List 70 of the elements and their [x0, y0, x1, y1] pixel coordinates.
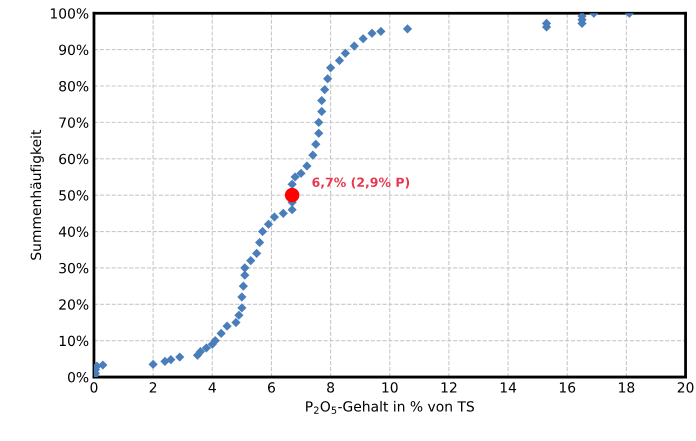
point — [237, 292, 246, 302]
point — [234, 310, 244, 320]
point — [317, 96, 326, 106]
point — [314, 118, 324, 127]
y-tick-label: 60% — [59, 154, 88, 164]
y-tick-label: 30% — [59, 262, 88, 274]
x-tick-label: 0 — [90, 382, 98, 393]
point — [231, 318, 241, 328]
y-tick-label: 40% — [58, 226, 88, 237]
point — [302, 161, 312, 171]
x-axis-title: P$_{2}$O$_{5}$-Gehalt in % von TS — [306, 400, 474, 414]
x-tick-label: 16 — [560, 382, 576, 393]
point — [166, 354, 176, 364]
point — [314, 128, 324, 138]
y-tick-label: 50% — [59, 190, 88, 201]
y-axis-title: Summenhäufigkeit — [30, 130, 44, 260]
annotation: 6,7% (2,9% P) — [312, 177, 410, 189]
point — [237, 303, 246, 313]
x-tick-label: 2 — [150, 382, 156, 392]
point — [326, 63, 336, 72]
point — [350, 41, 359, 51]
x-tick-label: 8 — [327, 382, 334, 393]
y-tick-label: 100% — [50, 8, 88, 19]
y-tick-label: 90% — [59, 44, 88, 56]
point — [317, 106, 326, 116]
y-tick-label: 20% — [59, 299, 88, 310]
point — [240, 270, 250, 280]
y-tick-label: 10% — [60, 336, 88, 346]
point — [288, 205, 297, 214]
x-tick-label: 18 — [619, 382, 634, 393]
point — [290, 172, 300, 182]
point — [320, 85, 330, 94]
x-tick-label: 10 — [382, 382, 398, 393]
point — [255, 238, 264, 248]
point — [334, 56, 344, 66]
point — [296, 168, 306, 178]
point — [222, 322, 232, 331]
point — [308, 150, 318, 160]
point — [288, 180, 297, 189]
point — [323, 74, 332, 84]
y-tick-label: 80% — [59, 80, 88, 92]
point — [340, 48, 350, 58]
point — [270, 212, 280, 222]
point — [240, 263, 250, 273]
point — [358, 34, 368, 44]
y-tick-label: 0% — [68, 372, 88, 383]
point — [202, 343, 211, 353]
point — [311, 140, 320, 149]
point — [367, 28, 377, 38]
point — [238, 281, 248, 291]
point — [402, 24, 412, 34]
point — [258, 226, 268, 236]
y-tick-label: 70% — [59, 117, 88, 128]
x-tick-label: 6 — [268, 382, 275, 393]
point — [148, 360, 158, 369]
point — [284, 188, 300, 202]
point — [98, 360, 108, 370]
point — [175, 352, 184, 362]
x-tick-label: 20 — [678, 382, 694, 393]
point — [376, 26, 386, 36]
x-tick-label: 14 — [500, 382, 516, 392]
x-tick-label: 4 — [208, 382, 216, 392]
point — [252, 248, 262, 258]
point — [264, 220, 274, 229]
point — [246, 256, 256, 266]
point — [278, 208, 288, 218]
point — [216, 328, 226, 338]
x-tick-label: 12 — [442, 382, 456, 392]
point — [160, 356, 170, 366]
point — [196, 346, 206, 356]
